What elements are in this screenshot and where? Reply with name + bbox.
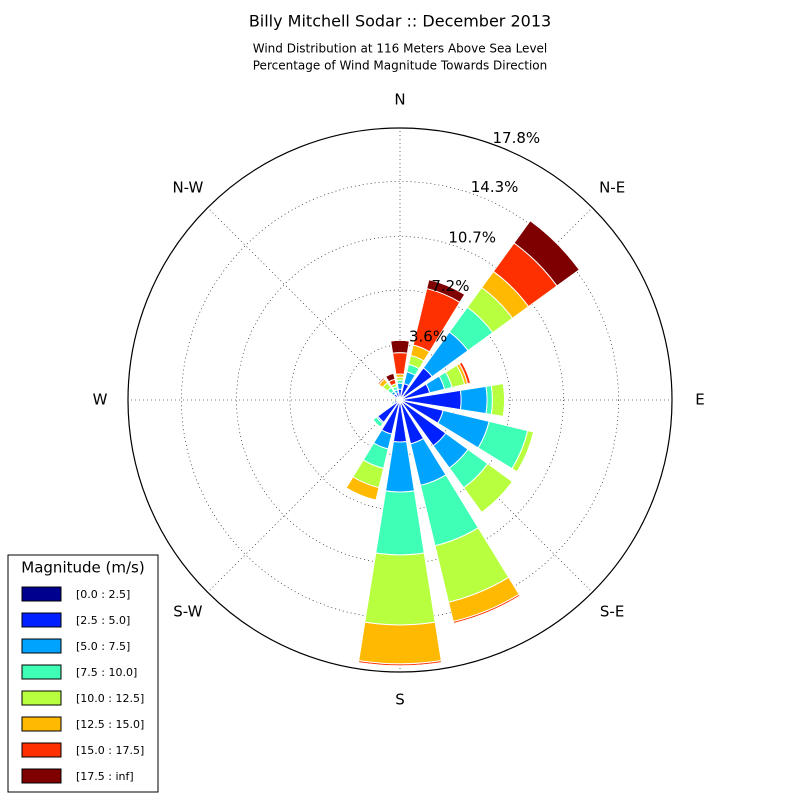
- chart-subtitle: Wind Distribution at 116 Meters Above Se…: [253, 42, 548, 56]
- legend-label: [7.5 : 10.0]: [76, 666, 137, 679]
- rose-segment: [459, 385, 488, 415]
- rose-segment: [364, 552, 436, 626]
- rose-segment: [490, 383, 506, 417]
- direction-label: N-E: [599, 178, 625, 196]
- legend-swatch: [21, 690, 62, 706]
- legend-label: [17.5 : inf]: [76, 770, 134, 783]
- legend-swatch: [21, 716, 62, 732]
- rose-segment: [453, 595, 521, 624]
- legend-label: [5.0 : 7.5]: [76, 640, 130, 653]
- polar-frame: [127, 127, 673, 673]
- rose-segment: [390, 339, 410, 354]
- chart-subtitle: Percentage of Wind Magnitude Towards Dir…: [253, 59, 547, 73]
- chart-title: Billy Mitchell Sodar :: December 2013: [249, 12, 551, 31]
- direction-label: S: [395, 691, 405, 709]
- legend-swatch: [21, 664, 62, 680]
- direction-label: N: [394, 91, 405, 109]
- legend-label: [0.0 : 2.5]: [76, 588, 130, 601]
- direction-label: S-E: [600, 603, 624, 621]
- rose-segment: [358, 621, 442, 665]
- rose-segment: [513, 220, 580, 287]
- rose-segment: [426, 279, 466, 303]
- legend-label: [12.5 : 15.0]: [76, 718, 144, 731]
- legend-swatch: [21, 768, 62, 784]
- r-tick-label: 17.8%: [492, 129, 540, 147]
- spoke: [207, 207, 401, 401]
- r-tick-label: 10.7%: [448, 228, 496, 246]
- legend-swatch: [21, 612, 62, 628]
- direction-label: S-W: [173, 603, 202, 621]
- direction-label: W: [93, 391, 108, 409]
- rose-segment: [516, 431, 535, 473]
- legend-label: [10.0 : 12.5]: [76, 692, 144, 705]
- r-tick-label: 14.3%: [471, 178, 519, 196]
- rose-segment: [384, 372, 396, 383]
- grid-ring: [181, 181, 619, 619]
- r-tick-label: 3.6%: [409, 327, 447, 345]
- spoke: [207, 399, 401, 593]
- legend-swatch: [21, 586, 62, 602]
- legend-label: [2.5 : 5.0]: [76, 614, 130, 627]
- legend-label: [15.0 : 17.5]: [76, 744, 144, 757]
- legend-swatch: [21, 742, 62, 758]
- legend-title: Magnitude (m/s): [21, 559, 144, 577]
- r-tick-label: 7.2%: [431, 277, 469, 295]
- direction-label: N-W: [172, 178, 203, 196]
- direction-label: E: [695, 391, 704, 409]
- rose-segment: [396, 382, 404, 391]
- legend-swatch: [21, 638, 62, 654]
